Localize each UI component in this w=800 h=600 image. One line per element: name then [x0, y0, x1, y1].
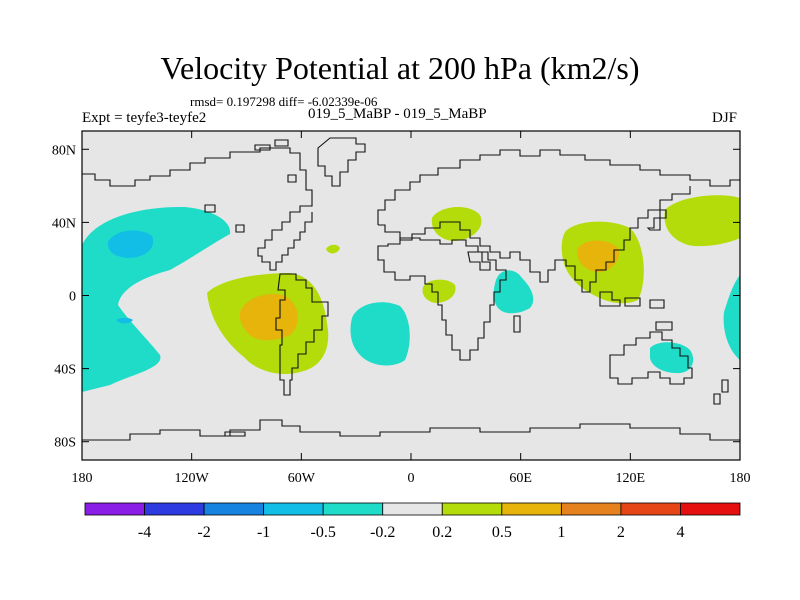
colorbar-label: -0.5 [311, 524, 336, 541]
region-east-edge-negative [723, 275, 740, 360]
colorbar-swatch [144, 502, 205, 516]
coastline-eurasia [377, 149, 740, 225]
region-east-africa-negative [493, 270, 534, 314]
x-tick-label: 180 [72, 471, 93, 486]
colorbar-swatch [263, 502, 324, 516]
experiment-label: Expt = teyfe3-teyfe2 [82, 110, 207, 126]
axes: 180 120W 60W 0 60E 120E 180 80N 40N 0 40S 80S [52, 131, 751, 486]
coastline-australia [609, 331, 693, 385]
y-tick-label: 80N [52, 143, 76, 158]
coastline-greenland [317, 137, 366, 187]
colorbar-swatch [382, 502, 443, 516]
y-tick-label: 80S [54, 436, 76, 451]
season-label: DJF [712, 110, 738, 126]
x-tick-label: 180 [730, 471, 751, 486]
region-australia-negative [650, 342, 694, 374]
x-tick-label: 120W [175, 471, 210, 486]
colorbar-swatch [203, 502, 265, 516]
x-tick-label: 0 [408, 471, 415, 486]
colorbar-label: -2 [197, 524, 210, 541]
region-pacific-tail-negative [116, 317, 133, 324]
colorbar-label: 2 [617, 524, 625, 541]
colorbar-swatch [84, 502, 145, 516]
map-background [82, 131, 740, 460]
coastline-north-america [82, 147, 313, 271]
region-south-america-core [239, 293, 298, 341]
region-east-asia-core [577, 240, 620, 272]
colorbar-swatch [560, 502, 622, 516]
colorbar-swatch [620, 502, 681, 516]
coastlines [82, 137, 740, 441]
chart-title: Velocity Potential at 200 hPa (km2/s) [160, 50, 640, 86]
region-north-pacific-core [107, 230, 154, 258]
region-africa-positive [422, 279, 456, 303]
region-tiny-positive [326, 244, 340, 254]
region-north-africa-positive [431, 207, 482, 241]
x-tick-label: 60W [288, 471, 316, 486]
colorbar-label: 4 [676, 524, 684, 541]
colorbar-swatch [501, 502, 562, 516]
colorbar-swatch [441, 502, 503, 516]
region-north-pacific-positive [664, 195, 740, 247]
x-tick-label: 60E [509, 471, 532, 486]
y-tick-label: 40N [52, 216, 76, 231]
colorbar-label: -4 [138, 524, 151, 541]
colorbar: -4 -2 -1 -0.5 -0.2 0.2 0.5 1 2 4 [84, 502, 741, 541]
colorbar-label: -1 [257, 524, 270, 541]
coastline-africa [377, 237, 507, 361]
region-south-atlantic-negative [350, 302, 410, 366]
colorbar-label: 0.2 [432, 524, 452, 541]
experiment-names: 019_5_MaBP - 019_5_MaBP [308, 106, 487, 122]
colorbar-label: 1 [557, 524, 565, 541]
stats-label: rmsd= 0.197298 diff= -6.02339e-06 [190, 94, 378, 109]
x-tick-label: 120E [616, 471, 646, 486]
y-tick-label: 0 [69, 290, 76, 305]
coastline-antarctica [82, 419, 740, 441]
colorbar-swatch [680, 502, 741, 516]
colorbar-label: 0.5 [492, 524, 512, 541]
coastline-south-america [275, 273, 329, 396]
colorbar-swatch [322, 502, 384, 516]
y-tick-label: 40S [54, 363, 76, 378]
colorbar-label: -0.2 [370, 524, 395, 541]
